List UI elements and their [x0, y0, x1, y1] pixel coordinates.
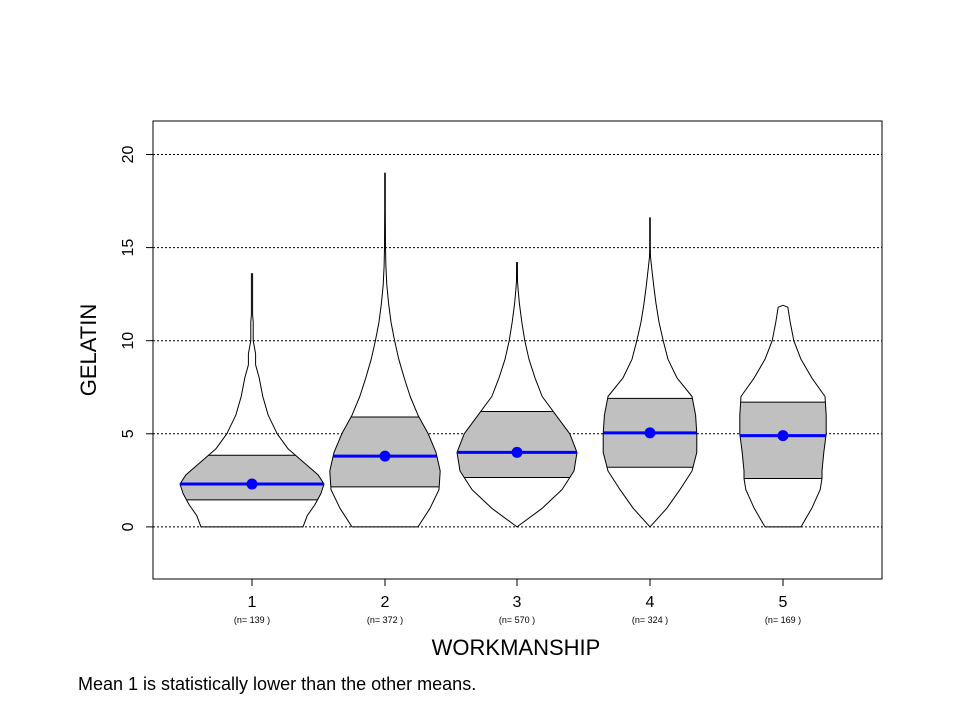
mean-point-3: [511, 446, 523, 458]
mean-point-4: [644, 427, 656, 439]
y-axis: 0 5 10 15 20: [120, 146, 153, 531]
count-label: (n= 139 ): [234, 615, 270, 625]
count-label: (n= 169 ): [765, 615, 801, 625]
mean-point-5: [777, 430, 789, 442]
violin-4: [602, 217, 698, 528]
x-tick-label: 5: [779, 594, 788, 611]
count-label: (n= 372 ): [367, 615, 403, 625]
violin-outline-2: [329, 172, 441, 528]
y-tick-label: 20: [120, 146, 137, 164]
y-tick-label: 5: [120, 429, 137, 438]
mean-point-1: [246, 478, 258, 490]
violin-2: [329, 172, 441, 528]
violin-3: [456, 262, 578, 528]
x-tick-label: 1: [248, 594, 257, 611]
y-tick-label: 10: [120, 332, 137, 350]
violins: [179, 172, 827, 528]
y-axis-label: GELATIN: [76, 304, 101, 397]
plot-frame: [152, 120, 883, 580]
iqr-band-3: [457, 411, 577, 478]
count-label: (n= 570 ): [499, 615, 535, 625]
violin-outline-4: [602, 217, 698, 528]
x-tick-label: 2: [381, 594, 390, 611]
x-tick-label: 3: [513, 594, 522, 611]
violin-outline-5: [739, 304, 827, 528]
x-axis: 1 (n= 139 ) 2 (n= 372 ) 3 (n= 570 ) 4 (n= 324 )…: [234, 579, 801, 625]
iqr-band-1: [180, 455, 324, 500]
y-tick-label: 15: [120, 239, 137, 257]
x-tick-label: 4: [646, 594, 655, 611]
violin-outline-3: [456, 262, 578, 528]
y-tick-label: 0: [120, 522, 137, 531]
violin-5: [739, 304, 827, 528]
mean-point-2: [379, 450, 391, 462]
x-axis-label: WORKMANSHIP: [432, 635, 601, 660]
caption-note: Mean 1 is statistically lower than the o…: [78, 674, 477, 694]
count-label: (n= 324 ): [632, 615, 668, 625]
violin-outline-1: [179, 273, 325, 528]
violin-1: [179, 273, 325, 528]
